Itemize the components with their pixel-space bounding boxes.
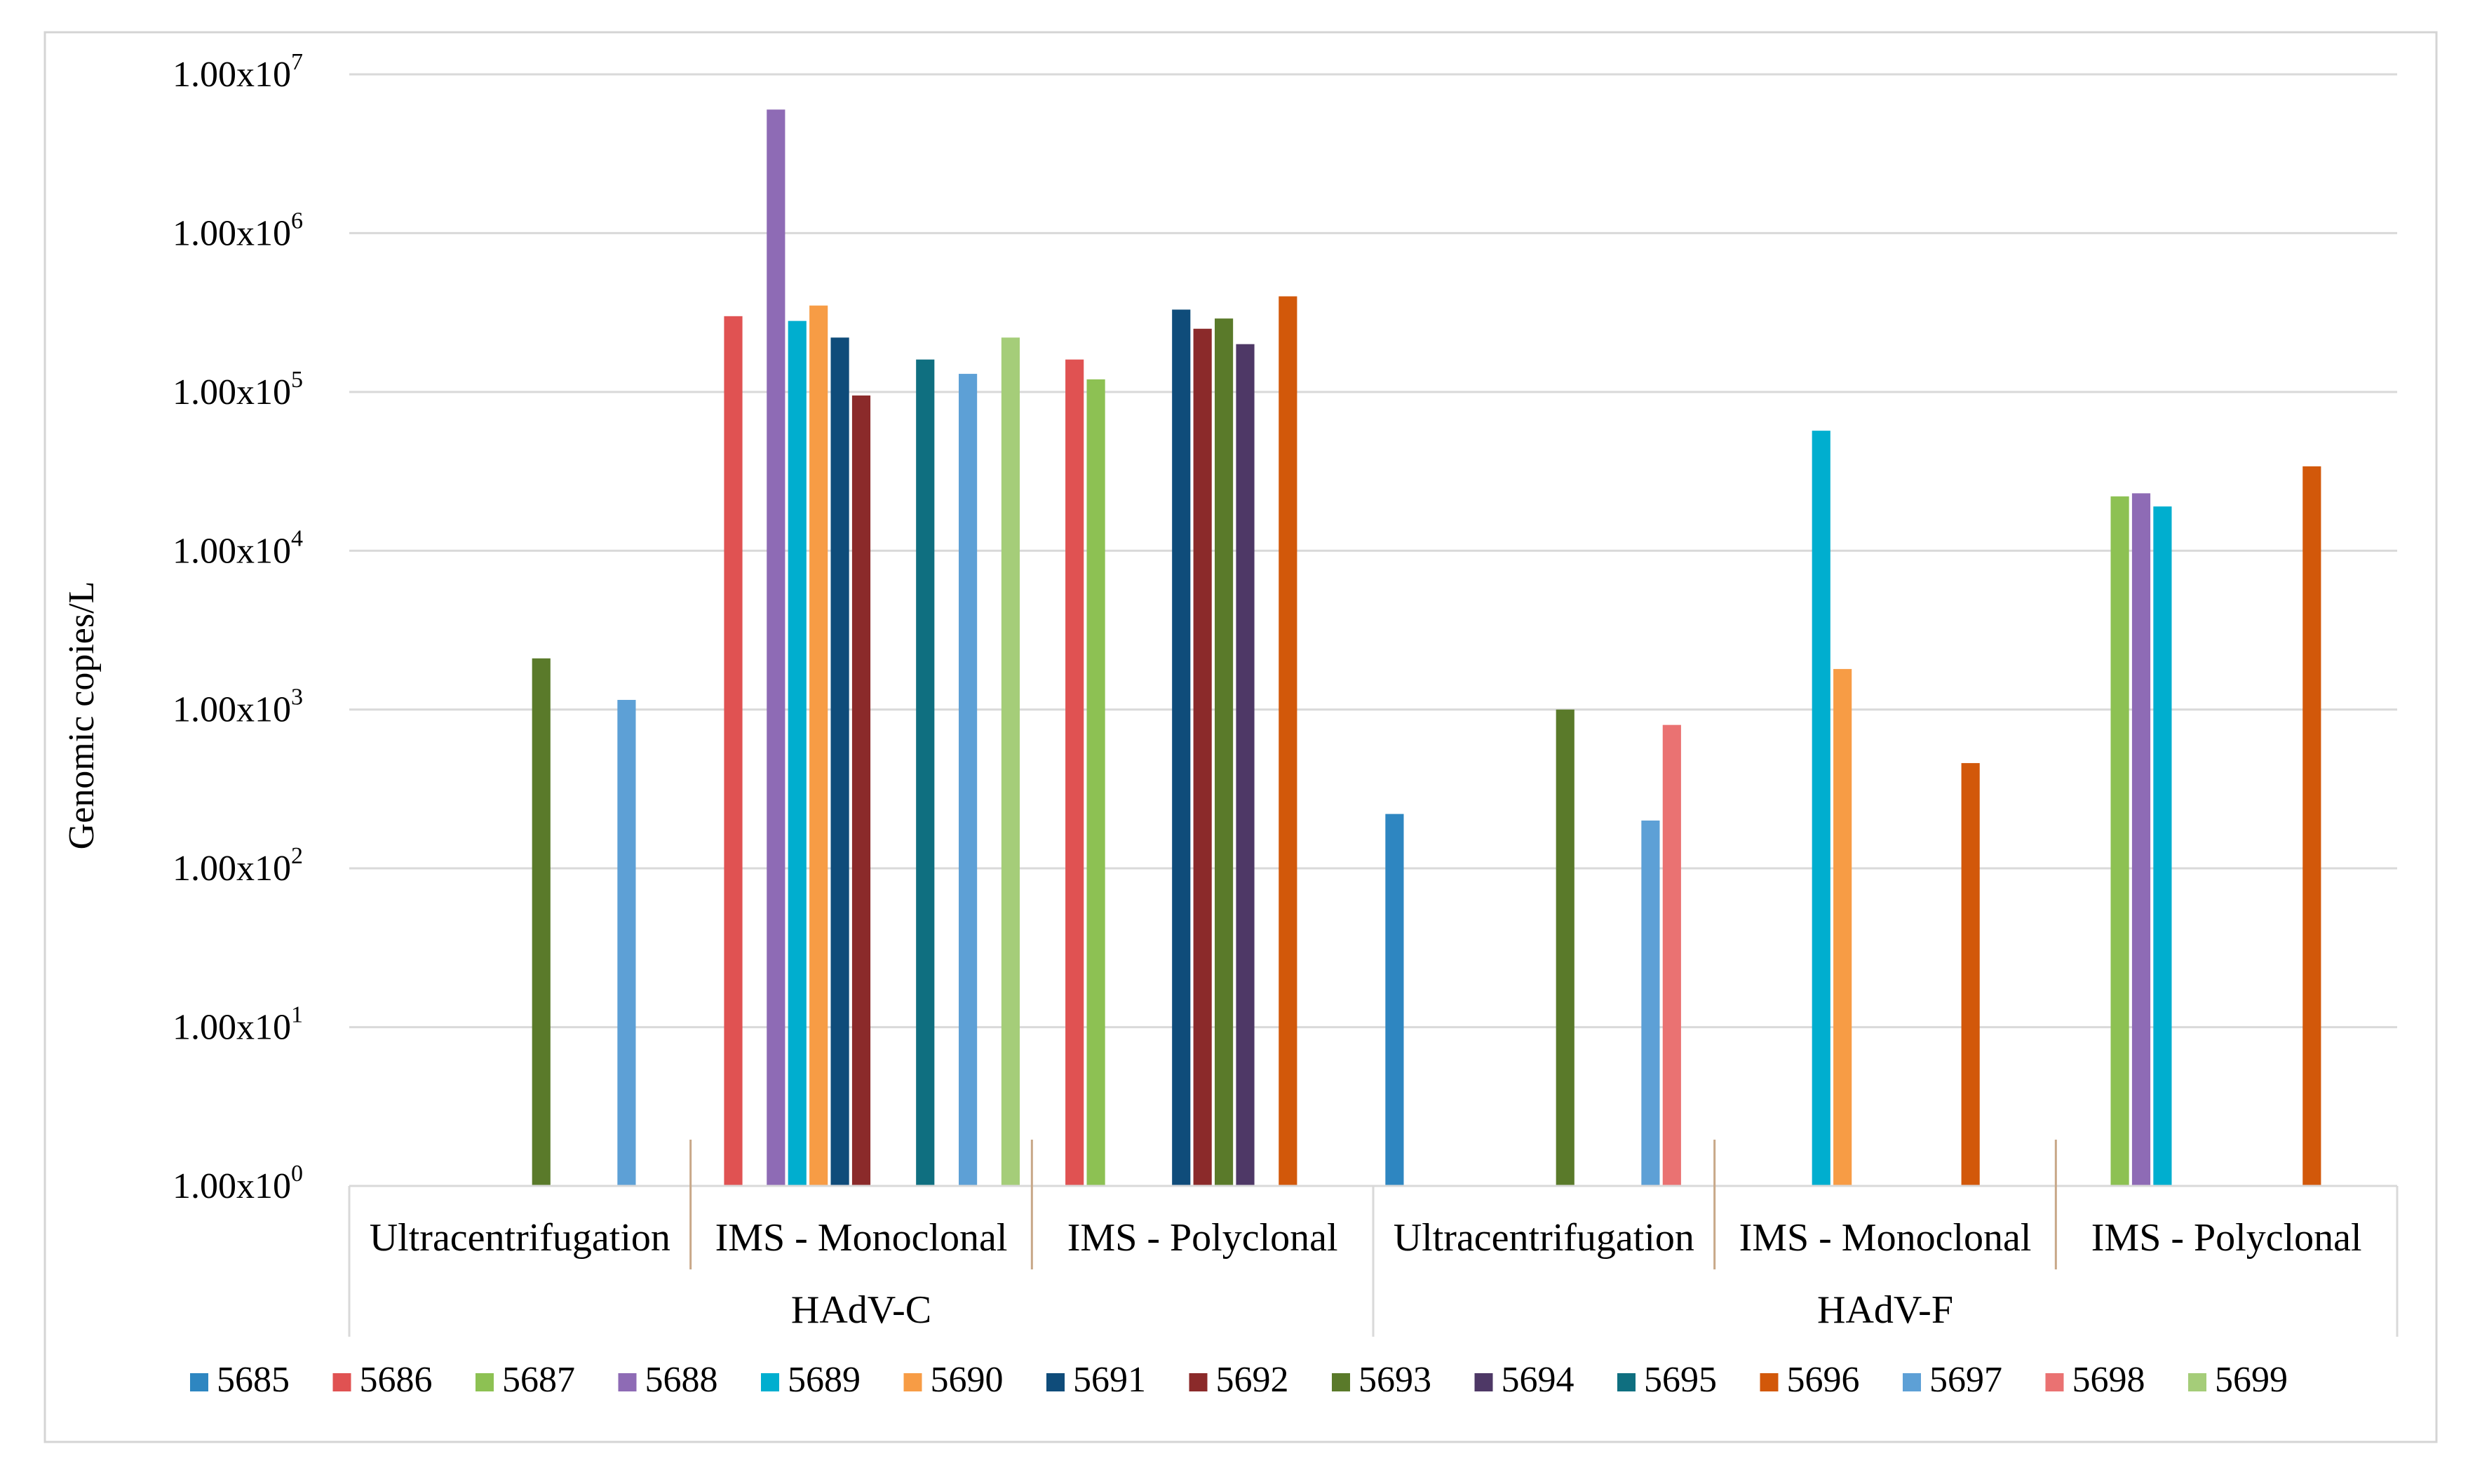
bar-5692-ims-monoclonal	[851, 395, 871, 1187]
bar-5696-ims-monoclonal	[1961, 763, 1980, 1186]
y-tick-label: 1.00x102	[173, 843, 303, 889]
legend-label: 5696	[1787, 1360, 1860, 1400]
y-tick-label: 1.00x105	[173, 367, 303, 412]
bar-5697-ultracentrifugation	[617, 699, 636, 1186]
legend-swatch	[2188, 1373, 2206, 1391]
legend-swatch	[190, 1373, 208, 1391]
legend: 5685 5686 5687 5688 5689 5690 5691 5692 5693 5694…	[190, 1360, 2288, 1400]
legend-swatch	[618, 1373, 637, 1391]
bar-5693-ultracentrifugation	[532, 658, 551, 1186]
y-axis-title: Genomic copies/L	[62, 581, 102, 850]
bar-5695-ims-monoclonal	[916, 359, 935, 1186]
gridlines	[349, 73, 2397, 1029]
bar-5690-ims-monoclonal	[1833, 668, 1852, 1186]
legend-swatch	[1046, 1373, 1065, 1391]
x-axis: Ultracentrifugation IMS - Monoclonal IMS -…	[348, 1140, 2399, 1337]
legend-label: 5689	[788, 1360, 861, 1400]
category-label: Ultracentrifugation	[1394, 1216, 1694, 1260]
legend-swatch	[903, 1373, 922, 1391]
legend-swatch	[332, 1373, 351, 1391]
bar-5689-ims-polyclonal	[2153, 506, 2172, 1186]
y-axis-ticks: 1.00x100 1.00x101 1.00x102 1.00x103 1.00x104…	[173, 49, 303, 1206]
bar-5687-ims-polyclonal	[1086, 379, 1105, 1186]
bar-5686-ims-monoclonal	[724, 316, 743, 1187]
legend-label: 5685	[217, 1360, 290, 1400]
category-label: IMS - Monoclonal	[715, 1216, 1008, 1260]
group-label: HAdV-F	[1817, 1288, 1953, 1332]
group-label: HAdV-C	[791, 1288, 931, 1332]
y-tick-label: 1.00x104	[173, 525, 303, 571]
legend-swatch	[476, 1373, 494, 1391]
legend-label: 5691	[1073, 1360, 1146, 1400]
category-label: IMS - Polyclonal	[2091, 1216, 2362, 1260]
bar-5696-ims-polyclonal	[1279, 296, 1297, 1186]
legend-label: 5688	[645, 1360, 718, 1400]
category-label: IMS - Polyclonal	[1067, 1216, 1338, 1260]
y-tick-label: 1.00x103	[173, 684, 303, 730]
legend-swatch	[1332, 1373, 1350, 1391]
bar-5697-ims-monoclonal	[959, 374, 978, 1186]
bar-5689-ims-monoclonal	[1812, 431, 1830, 1186]
bar-5697-ultracentrifugation	[1641, 820, 1660, 1186]
bar-5696-ims-polyclonal	[2302, 466, 2321, 1186]
bar-5691-ims-monoclonal	[830, 337, 849, 1186]
legend-label: 5687	[502, 1360, 575, 1400]
bars	[532, 109, 2321, 1187]
legend-swatch	[1760, 1373, 1779, 1391]
y-tick-label: 1.00x101	[173, 1002, 303, 1048]
legend-swatch	[2045, 1373, 2064, 1391]
bar-5692-ims-polyclonal	[1193, 328, 1212, 1186]
legend-swatch	[1189, 1373, 1208, 1391]
legend-swatch	[761, 1373, 779, 1391]
bar-5688-ims-polyclonal	[2131, 493, 2151, 1186]
legend-label: 5698	[2072, 1360, 2145, 1400]
legend-swatch	[1474, 1373, 1493, 1391]
legend-swatch	[1617, 1373, 1636, 1391]
bar-5699-ims-monoclonal	[1001, 337, 1020, 1186]
legend-label: 5686	[360, 1360, 433, 1400]
bar-5690-ims-monoclonal	[809, 305, 828, 1187]
bar-5693-ultracentrifugation	[1556, 709, 1574, 1186]
bar-5693-ims-polyclonal	[1215, 318, 1234, 1187]
bar-5698-ultracentrifugation	[1662, 724, 1681, 1186]
bar-5694-ims-polyclonal	[1236, 344, 1255, 1187]
legend-label: 5699	[2215, 1360, 2288, 1400]
y-tick-label: 1.00x107	[173, 49, 303, 95]
legend-swatch	[1903, 1373, 1921, 1391]
legend-label: 5695	[1644, 1360, 1717, 1400]
bar-5687-ims-polyclonal	[2110, 496, 2129, 1186]
category-label: Ultracentrifugation	[370, 1216, 670, 1260]
bar-5685-ultracentrifugation	[1385, 814, 1404, 1186]
bar-5686-ims-polyclonal	[1065, 359, 1084, 1186]
legend-label: 5690	[931, 1360, 1004, 1400]
legend-label: 5697	[1929, 1360, 2002, 1400]
legend-label: 5692	[1216, 1360, 1289, 1400]
bar-5691-ims-polyclonal	[1172, 309, 1191, 1186]
legend-label: 5694	[1502, 1360, 1574, 1400]
bar-5688-ims-monoclonal	[767, 109, 785, 1186]
y-tick-label: 1.00x100	[173, 1161, 303, 1206]
bar-5689-ims-monoclonal	[788, 321, 807, 1186]
y-tick-label: 1.00x106	[173, 208, 303, 253]
category-label: IMS - Monoclonal	[1739, 1216, 2032, 1260]
legend-label: 5693	[1358, 1360, 1431, 1400]
